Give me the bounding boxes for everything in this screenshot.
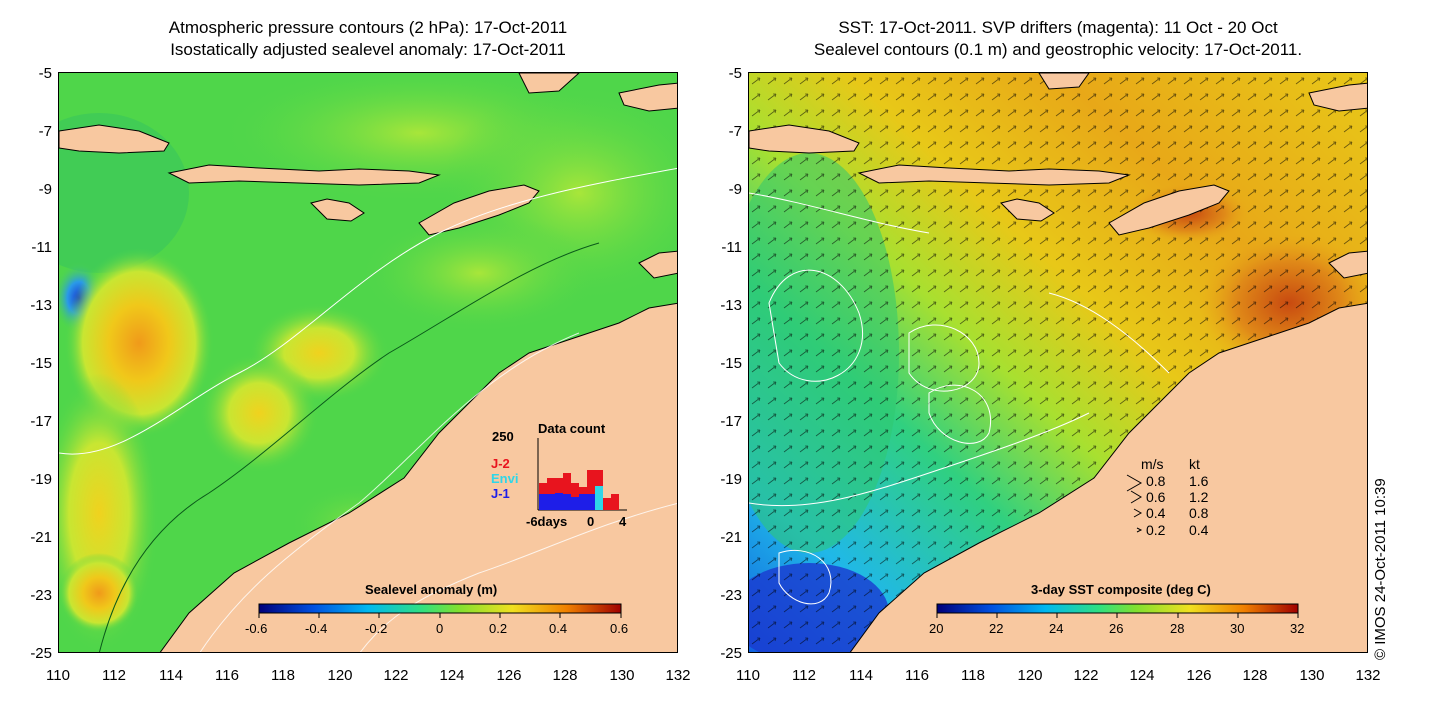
left-y-tick: -23	[30, 587, 52, 604]
left-y-tick: -17	[30, 413, 52, 430]
sla-tick-4: 0.2	[489, 621, 508, 636]
sst-tick-0: 20	[929, 621, 944, 636]
right-y-tick: -21	[720, 529, 742, 546]
left-x-tick: 130	[609, 667, 635, 684]
sst-colorbar-label: 3-day SST composite (deg C)	[1031, 582, 1211, 597]
left-x-tick: 128	[552, 667, 578, 684]
inset-x-tick-end: 4	[619, 514, 627, 529]
velocity-legend-arrows	[1126, 474, 1143, 533]
right-x-tick: 130	[1299, 667, 1325, 684]
sla-tick-3: 0	[436, 621, 444, 636]
right-y-tick: -11	[721, 239, 742, 256]
sla-colorbar-ticks	[258, 613, 622, 618]
sst-tick-1: 22	[989, 621, 1004, 636]
left-x-tick: 116	[215, 667, 239, 684]
right-y-tick: -9	[728, 181, 742, 198]
sst-tick-5: 30	[1230, 621, 1245, 636]
left-y-tick: -7	[38, 123, 52, 140]
inset-y-max: 250	[492, 429, 514, 444]
right-y-tick: -17	[720, 413, 742, 430]
inset-x-tick-zero: 0	[587, 514, 595, 529]
right-title-line1: SST: 17-Oct-2011. SVP drifters (magenta)…	[838, 18, 1278, 37]
left-y-tick: -19	[30, 471, 52, 488]
right-x-tick: 132	[1355, 667, 1381, 684]
sla-colorbar	[258, 603, 622, 614]
sst-tick-3: 26	[1109, 621, 1124, 636]
right-x-tick: 110	[736, 667, 760, 684]
left-y-tick: -15	[30, 355, 52, 372]
velocity-legend-ms-header: m/s	[1141, 456, 1164, 472]
left-y-tick: -9	[38, 181, 52, 198]
sla-tick-1: -0.4	[305, 621, 328, 636]
legend-j2: J-2	[491, 456, 510, 471]
left-y-tick: -25	[30, 645, 52, 662]
legend-j1: J-1	[491, 486, 510, 501]
right-x-tick: 128	[1242, 667, 1268, 684]
right-y-tick: -5	[728, 65, 742, 82]
sla-tick-2: -0.2	[365, 621, 388, 636]
right-x-tick: 112	[792, 667, 816, 684]
sealevel-anomaly-map: Data count 250 J-2 Envi J-1 -6days 0 4 S…	[58, 72, 678, 653]
left-x-tick: 120	[327, 667, 353, 684]
legend-envi: Envi	[491, 471, 519, 486]
left-x-tick: 122	[383, 667, 409, 684]
sla-colorbar-label: Sealevel anomaly (m)	[365, 582, 498, 597]
sst-tick-6: 32	[1290, 621, 1305, 636]
left-map-title: Atmospheric pressure contours (2 hPa): 1…	[58, 17, 678, 61]
right-map-title: SST: 17-Oct-2011. SVP drifters (magenta)…	[748, 17, 1368, 61]
velocity-legend-row-4-ms: 0.2	[1146, 522, 1166, 538]
right-x-tick: 120	[1017, 667, 1043, 684]
right-y-tick: -7	[728, 123, 742, 140]
left-x-tick: 112	[102, 667, 126, 684]
velocity-legend-row-1-kt: 1.6	[1189, 473, 1209, 489]
inset-x-tick-start: -6days	[526, 514, 568, 529]
velocity-legend-row-3-kt: 0.8	[1189, 505, 1209, 521]
left-y-tick: -11	[31, 239, 52, 256]
right-x-tick: 126	[1186, 667, 1212, 684]
right-x-tick: 116	[905, 667, 929, 684]
left-x-tick: 118	[271, 667, 295, 684]
sla-tick-6: 0.6	[610, 621, 629, 636]
right-y-tick: -19	[720, 471, 742, 488]
copyright-label: © IMOS 24-Oct-2011 10:39	[1372, 478, 1392, 680]
velocity-legend-kt-header: kt	[1189, 456, 1200, 472]
right-x-tick: 114	[849, 667, 873, 684]
right-title-line2: Sealevel contours (0.1 m) and geostrophi…	[813, 40, 1303, 59]
left-x-tick: 110	[46, 667, 70, 684]
sst-map: m/s kt 0.8 1.6 0.6 1.2 0.4 0.8 0.2 0.4 3…	[748, 72, 1368, 653]
left-x-tick: 124	[439, 667, 465, 684]
right-y-tick: -15	[720, 355, 742, 372]
right-y-tick: -23	[720, 587, 742, 604]
sst-colorbar	[936, 603, 1299, 614]
right-x-tick: 124	[1129, 667, 1155, 684]
sla-tick-0: -0.6	[245, 621, 268, 636]
sst-tick-2: 24	[1049, 621, 1064, 636]
right-x-tick: 118	[961, 667, 985, 684]
left-y-tick: -21	[30, 529, 52, 546]
left-x-tick: 114	[159, 667, 183, 684]
right-x-tick: 122	[1073, 667, 1099, 684]
left-y-tick: -5	[38, 65, 52, 82]
sealevel-anomaly-map-graphic	[59, 73, 677, 652]
sst-tick-4: 28	[1170, 621, 1185, 636]
velocity-legend-row-4-kt: 0.4	[1189, 522, 1209, 538]
velocity-legend-row-3-ms: 0.4	[1146, 505, 1166, 521]
left-title-line1: Atmospheric pressure contours (2 hPa): 1…	[168, 18, 568, 37]
velocity-legend-row-2-ms: 0.6	[1146, 489, 1166, 505]
left-x-tick: 126	[496, 667, 522, 684]
copyright-text: © IMOS 24-Oct-2011 10:39	[1372, 478, 1389, 660]
left-x-tick: 132	[665, 667, 691, 684]
velocity-legend-row-1-ms: 0.8	[1146, 473, 1166, 489]
sla-tick-5: 0.4	[549, 621, 568, 636]
inset-title: Data count	[538, 421, 606, 436]
left-title-line2: Isostatically adjusted sealevel anomaly:…	[170, 40, 566, 59]
sst-colorbar-ticks	[936, 613, 1299, 618]
data-count-inset	[537, 438, 627, 511]
right-y-tick: -25	[720, 645, 742, 662]
left-y-tick: -13	[30, 297, 52, 314]
right-y-tick: -13	[720, 297, 742, 314]
velocity-legend-row-2-kt: 1.2	[1189, 489, 1209, 505]
sst-map-graphic	[749, 73, 1367, 652]
